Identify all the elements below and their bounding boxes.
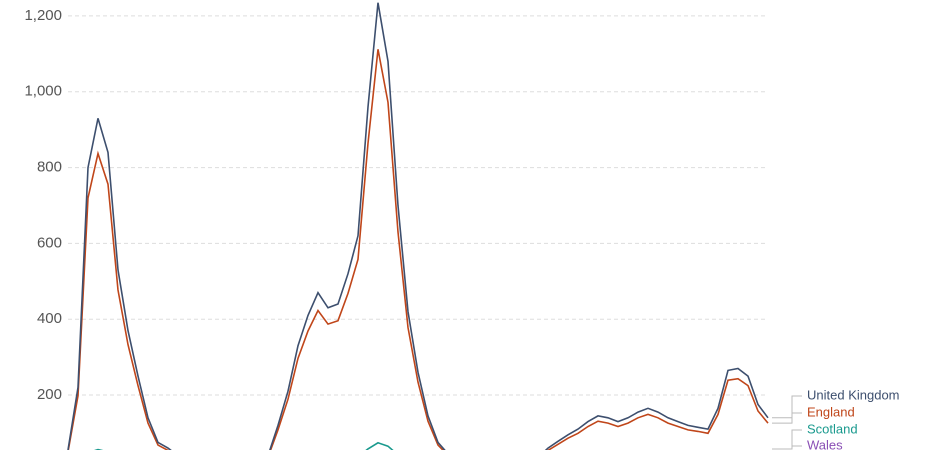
series-label: England xyxy=(807,404,855,419)
series-line xyxy=(94,441,394,450)
y-tick-label: 800 xyxy=(37,159,62,176)
y-tick-label: 1,000 xyxy=(24,83,62,100)
label-leader xyxy=(772,445,802,450)
series-label: Wales xyxy=(807,437,843,450)
label-leader xyxy=(772,395,802,419)
series-line xyxy=(67,49,769,450)
y-tick-label: 600 xyxy=(37,234,62,251)
plot-area xyxy=(67,2,769,450)
y-tick-label: 200 xyxy=(37,386,62,403)
series-line xyxy=(67,2,769,450)
y-tick-label: 400 xyxy=(37,310,62,327)
series-label: United Kingdom xyxy=(807,387,900,402)
y-tick-label: 1,200 xyxy=(24,7,62,24)
series-label: Scotland xyxy=(807,421,858,436)
label-leader xyxy=(772,412,802,424)
